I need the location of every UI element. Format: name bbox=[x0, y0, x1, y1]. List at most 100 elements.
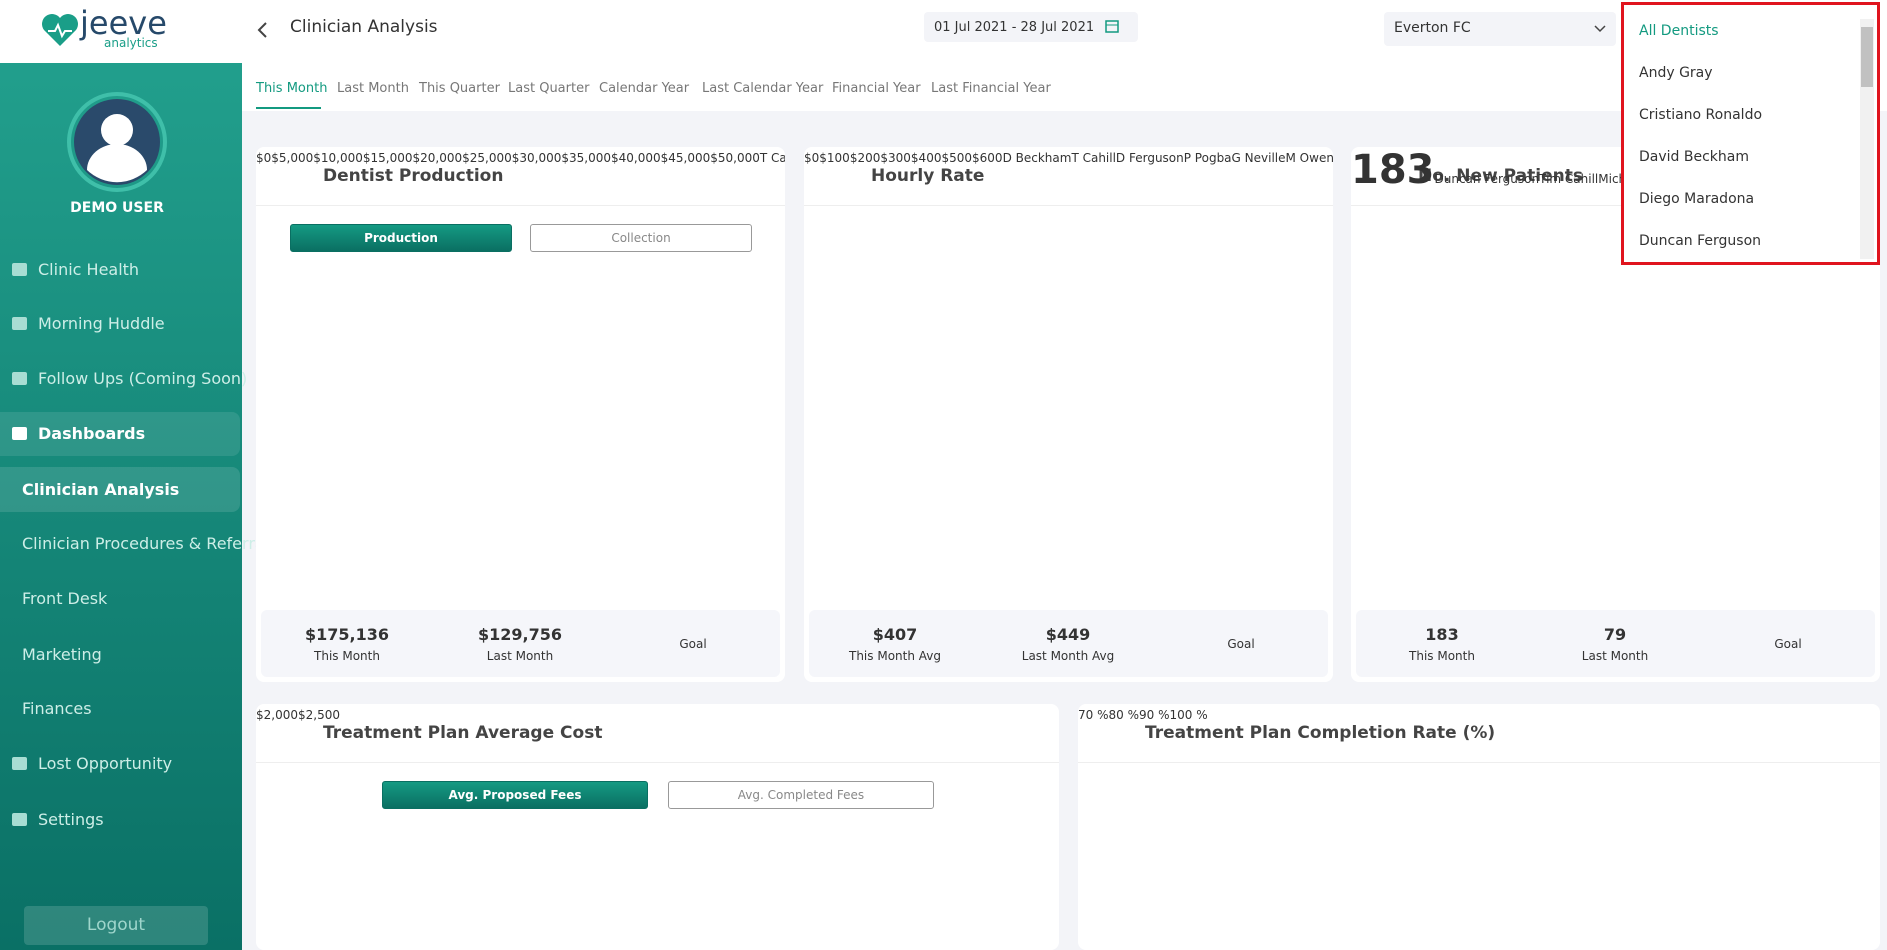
logo-icon bbox=[42, 14, 78, 46]
back-icon[interactable] bbox=[256, 20, 270, 40]
tab[interactable]: Calendar Year bbox=[599, 81, 690, 96]
stat-label: Last Month bbox=[486, 649, 554, 663]
logo-sub: analytics bbox=[104, 36, 158, 50]
tab[interactable]: Last Quarter bbox=[508, 81, 590, 96]
toggle-button[interactable]: Production bbox=[290, 224, 512, 252]
legend-label: Duncan Ferguson bbox=[1434, 172, 1540, 186]
dropdown-item[interactable]: David Beckham bbox=[1639, 149, 1749, 165]
page-title: Clinician Analysis bbox=[290, 17, 438, 37]
divider bbox=[1078, 762, 1880, 763]
y-tick-label: $35,000 bbox=[561, 151, 612, 165]
dropdown-item[interactable]: All Dentists bbox=[1639, 23, 1719, 39]
divider bbox=[1351, 205, 1880, 206]
nav-item[interactable]: Front Desk bbox=[22, 589, 108, 608]
stats-box bbox=[1356, 610, 1875, 677]
stat-label: This Month bbox=[314, 649, 380, 663]
y-tick-label: $5,000 bbox=[271, 151, 314, 165]
nav-active bbox=[0, 412, 240, 456]
tab[interactable]: This Month bbox=[256, 81, 328, 96]
stat-label: Goal bbox=[679, 637, 707, 651]
y-tick-label: $600 bbox=[972, 151, 1003, 165]
dropdown-item[interactable]: Duncan Ferguson bbox=[1639, 233, 1762, 249]
x-tick-label: P Pogba bbox=[1183, 151, 1232, 165]
nav-item[interactable]: Clinician Analysis bbox=[22, 480, 180, 499]
nav-item[interactable]: Follow Ups (Coming Soon) bbox=[38, 369, 248, 388]
tab-underline bbox=[256, 107, 321, 109]
stat-value: $175,136 bbox=[304, 625, 389, 644]
nav-icon bbox=[12, 757, 27, 770]
dropdown-item[interactable]: Cristiano Ronaldo bbox=[1639, 107, 1763, 123]
nav-item[interactable]: Lost Opportunity bbox=[38, 754, 173, 773]
card-title: Treatment Plan Average Cost bbox=[323, 723, 603, 743]
y-tick-label: $100 bbox=[819, 151, 850, 165]
pie-total: 183 bbox=[1351, 147, 1435, 193]
chart: $0$100$200$300$400$500$600D BeckhamT Cah… bbox=[804, 147, 1333, 166]
nav-item[interactable]: Finances bbox=[22, 699, 92, 718]
y-tick-label: 80 % bbox=[1108, 708, 1140, 722]
chart: 70 %80 %90 %100 % bbox=[1078, 704, 1208, 723]
y-tick-label: $500 bbox=[941, 151, 973, 165]
tab[interactable]: Financial Year bbox=[832, 81, 921, 96]
nav-item[interactable]: Marketing bbox=[22, 645, 102, 664]
y-tick-label: 70 % bbox=[1078, 708, 1109, 722]
card-title: Hourly Rate bbox=[871, 166, 985, 186]
date-picker[interactable]: 01 Jul 2021 - 28 Jul 2021 bbox=[924, 12, 1138, 42]
toggle-button[interactable]: Collection bbox=[530, 224, 752, 252]
stat-label: This Month bbox=[1409, 649, 1475, 663]
stat-label: This Month Avg bbox=[849, 649, 941, 663]
avatar bbox=[67, 92, 167, 192]
logout-button[interactable]: Logout bbox=[24, 906, 208, 945]
stat-value: $129,756 bbox=[477, 625, 562, 644]
x-tick-label: T Cahill bbox=[759, 151, 785, 165]
chart: $0$5,000$10,000$15,000$20,000$25,000$30,… bbox=[256, 147, 785, 166]
scroll-thumb[interactable] bbox=[1861, 27, 1873, 87]
stat-value: $449 bbox=[1045, 625, 1091, 644]
y-tick-label: $20,000 bbox=[412, 151, 463, 165]
x-tick-label: T Cahill bbox=[1071, 151, 1116, 165]
nav-item[interactable]: Clinic Health bbox=[38, 260, 140, 279]
scrollbar bbox=[1860, 19, 1874, 259]
calendar-icon bbox=[1105, 20, 1119, 33]
nav-item[interactable]: Dashboards bbox=[38, 424, 146, 443]
dropdown-item[interactable]: Andy Gray bbox=[1639, 65, 1713, 81]
y-tick-label: $0 bbox=[804, 151, 820, 165]
stat-label: Last Month bbox=[1581, 649, 1649, 663]
tab[interactable]: Last Month bbox=[337, 81, 409, 96]
y-tick-label: $300 bbox=[880, 151, 911, 165]
x-tick-label: G Neville bbox=[1231, 151, 1286, 165]
stat-value: 183 bbox=[1425, 625, 1459, 644]
nav-item[interactable]: Settings bbox=[38, 810, 104, 829]
clinic-select[interactable]: Everton FC bbox=[1384, 12, 1616, 46]
logo-text: jeeve bbox=[80, 4, 167, 42]
divider bbox=[256, 762, 1059, 763]
nav-item[interactable]: Clinician Procedures & Referrals bbox=[22, 534, 278, 553]
toggle-button[interactable]: Avg. Proposed Fees bbox=[382, 781, 648, 809]
legend-label: Tim Cahill bbox=[1539, 172, 1599, 186]
user-name: DEMO USER bbox=[70, 200, 164, 216]
tab-bar: This Month Last Month This Quarter Last Qua… bbox=[242, 63, 1887, 111]
nav-item[interactable]: Morning Huddle bbox=[38, 314, 165, 333]
card: No. New Patients 183 This Month 79 Last Mont… bbox=[1351, 147, 1880, 682]
stat-value: $407 bbox=[872, 625, 918, 644]
dropdown-item[interactable]: Diego Maradona bbox=[1639, 191, 1755, 207]
stat-label: Goal bbox=[1227, 637, 1255, 651]
card: Hourly Rate $407 This Month Avg $449 Last Mo… bbox=[804, 147, 1333, 682]
tab[interactable]: Last Calendar Year bbox=[702, 81, 824, 96]
nav-active bbox=[0, 467, 240, 512]
x-tick-label: M Owen bbox=[1285, 151, 1333, 165]
logo-area: jeeve analytics bbox=[0, 0, 242, 63]
y-tick-label: $200 bbox=[849, 151, 881, 165]
toggle-button[interactable]: Avg. Completed Fees bbox=[668, 781, 934, 809]
y-tick-label: $15,000 bbox=[362, 151, 413, 165]
tab[interactable]: Last Financial Year bbox=[931, 81, 1051, 96]
y-tick-label: $30,000 bbox=[511, 151, 562, 165]
tab[interactable]: This Quarter bbox=[419, 81, 500, 96]
card-title: Dentist Production bbox=[323, 166, 504, 186]
y-tick-label: $50,000 bbox=[710, 151, 760, 165]
y-tick-label: $45,000 bbox=[660, 151, 711, 165]
divider bbox=[256, 205, 785, 206]
x-tick-label: D Beckham bbox=[1002, 151, 1072, 165]
y-tick-label: $0 bbox=[256, 151, 272, 165]
nav-icon bbox=[12, 427, 27, 440]
